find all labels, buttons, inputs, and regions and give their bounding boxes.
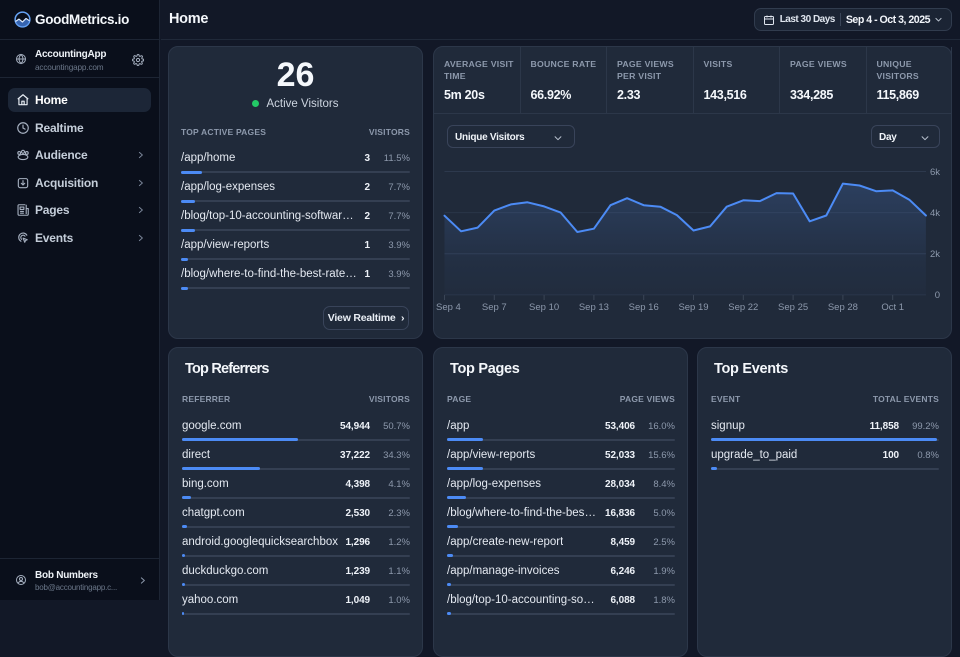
svg-text:Sep 7: Sep 7 [482,302,507,313]
svg-text:2k: 2k [930,249,940,260]
svg-text:Sep 28: Sep 28 [828,302,858,313]
svg-text:0: 0 [935,290,940,301]
svg-text:4k: 4k [930,208,940,219]
svg-text:Sep 25: Sep 25 [778,302,808,313]
svg-text:Sep 10: Sep 10 [529,302,559,313]
svg-text:Sep 16: Sep 16 [629,302,659,313]
svg-text:Oct 1: Oct 1 [881,302,904,313]
svg-text:Sep 13: Sep 13 [579,302,609,313]
svg-text:6k: 6k [930,167,940,178]
svg-text:Sep 22: Sep 22 [728,302,758,313]
svg-text:Sep 4: Sep 4 [436,302,461,313]
svg-text:Sep 19: Sep 19 [678,302,708,313]
